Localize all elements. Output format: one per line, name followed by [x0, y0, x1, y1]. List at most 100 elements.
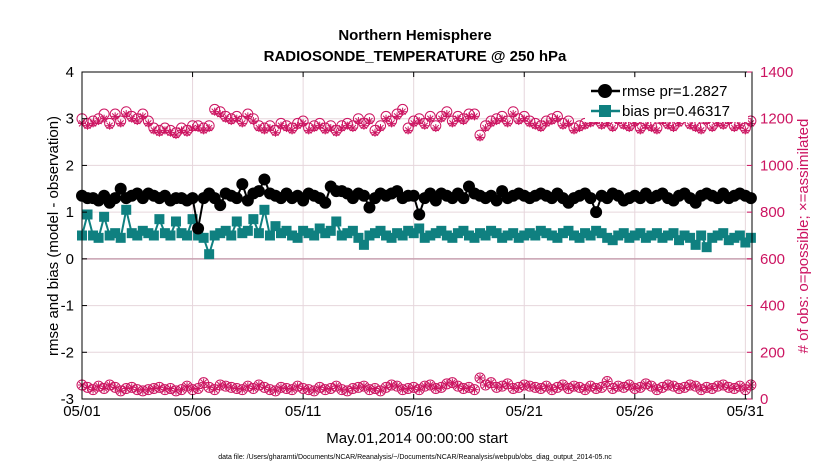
obs-assim-stroke-111-3 [692, 124, 699, 132]
bias-point-108 [674, 235, 685, 246]
obs-assim-stroke-98-3 [620, 122, 628, 130]
obs-assim-stroke-58-3 [399, 108, 406, 116]
obs-assim-stroke-69-3 [460, 117, 467, 125]
obs-possible-point-2-103 [645, 380, 657, 392]
obs-assimilated-point-23 [205, 124, 214, 133]
bias-point-74 [486, 225, 497, 236]
bias-point-32 [253, 228, 264, 239]
rmse-point-61 [413, 208, 426, 221]
y-left-tick-label-6: 3 [66, 111, 74, 128]
obs-low-assim-stroke-62-3 [421, 382, 429, 390]
rmse-point-93 [590, 206, 603, 219]
bias-point-34 [264, 230, 275, 241]
obs-assim-stroke-63-3 [426, 115, 434, 123]
bias-point-59 [403, 225, 414, 236]
obs-low-assim-stroke-35-3 [272, 387, 279, 395]
obs-low-assim-point-121 [746, 380, 755, 389]
bias-point-93 [591, 225, 602, 236]
obs-possible-point-2-84 [540, 380, 552, 392]
obs-assim-stroke-18-3 [178, 127, 185, 134]
rmse-point-28 [230, 192, 243, 205]
x-tick-label-3: 05/16 [395, 403, 433, 420]
obs-low-assim-stroke-72-3 [476, 374, 484, 382]
obs-assim-stroke-71-3 [471, 113, 478, 120]
obs-possible-point-2-42 [308, 385, 320, 397]
obs-assim-stroke-53-3 [371, 129, 379, 137]
obs-low-assim-point-19 [183, 382, 192, 391]
obs-assim-stroke-104-3 [653, 127, 661, 134]
obs-assim-stroke-16-3 [167, 129, 174, 137]
obs-possible-point-2-88 [562, 382, 574, 394]
obs-low-assim-stroke-101-3 [636, 383, 644, 391]
obs-low-assim-stroke-100-3 [631, 385, 639, 392]
bias-point-35 [270, 221, 281, 232]
obs-low-assim-point-42 [310, 386, 319, 395]
bias-point-10 [132, 230, 143, 241]
bias-point-46 [331, 216, 342, 227]
obs-low-assim-stroke-84-3 [543, 382, 550, 390]
rmse-point-21 [192, 222, 205, 235]
obs-assimilated-point-112 [697, 126, 706, 135]
obs-possible-point-2-105 [656, 381, 668, 393]
obs-assim-stroke-8-3 [122, 110, 130, 118]
obs-low-assim-stroke-39-3 [294, 382, 301, 390]
obs-assimilated-point-53 [370, 128, 379, 137]
obs-low-assim-stroke-43-3 [316, 383, 324, 391]
obs-assim-stroke-78-3 [509, 110, 517, 118]
obs-low-assim-stroke-87-3 [559, 381, 567, 389]
obs-assimilated-point-34 [265, 124, 274, 133]
obs-low-assim-stroke-19-3 [183, 382, 191, 390]
obs-low-assim-stroke-102-3 [642, 380, 650, 388]
legend-bias-label: bias pr=0.46317 [622, 103, 730, 120]
obs-low-assim-point-6 [111, 383, 120, 392]
obs-low-assim-stroke-1-3 [84, 383, 91, 391]
obs-assim-stroke-101-3 [636, 127, 644, 134]
obs-possible-point-2-118 [728, 382, 740, 394]
obs-assimilated-point-107 [669, 124, 678, 133]
obs-low-assim-point-2 [89, 385, 98, 394]
obs-assim-stroke-46-3 [332, 129, 340, 137]
y-right-tick-label-3: 600 [760, 251, 785, 268]
bias-point-50 [353, 232, 364, 243]
obs-possible-point-2-112 [695, 384, 707, 396]
obs-low-assim-stroke-95-3 [603, 378, 611, 385]
obs-possible-point-2-19 [181, 380, 193, 392]
bias-point-80 [519, 230, 530, 241]
obs-low-assim-point-20 [188, 385, 197, 394]
bias-point-70 [463, 230, 474, 241]
obs-assim-stroke-29-3 [238, 120, 246, 127]
obs-low-assim-stroke-90-3 [576, 383, 583, 391]
obs-assim-stroke-19-3 [183, 129, 191, 137]
y-axis-left: -3 -2 -1 0 1 2 3 4 [61, 64, 87, 408]
obs-possible-point-2-48 [341, 385, 353, 397]
obs-assim-stroke-119-3 [736, 122, 744, 130]
obs-possible-point-2-1 [82, 381, 94, 393]
bias-point-65 [436, 225, 447, 236]
obs-low-assim-stroke-20-3 [189, 386, 196, 394]
bias-point-8 [121, 204, 132, 215]
bias-point-30 [242, 225, 253, 236]
obs-assim-stroke-7-3 [117, 120, 125, 127]
obs-low-assim-stroke-30-3 [244, 382, 252, 390]
obs-assim-stroke-32-3 [255, 124, 263, 132]
bias-point-98 [618, 228, 629, 239]
obs-possible-point-2-46 [330, 380, 342, 392]
bias-point-87 [557, 228, 568, 239]
obs-low-assim-point-31 [249, 384, 258, 393]
bias-point-38 [287, 230, 298, 241]
obs-assim-stroke-110-3 [686, 122, 694, 130]
obs-low-assim-stroke-8-3 [122, 385, 130, 392]
bias-point-112 [696, 230, 707, 241]
obs-assim-stroke-34-3 [266, 124, 274, 132]
obs-assim-stroke-38-3 [288, 127, 296, 134]
obs-assimilated-point-65 [437, 114, 446, 123]
obs-assim-stroke-67-3 [449, 120, 456, 127]
obs-possible-point-2-61 [413, 384, 425, 396]
obs-possible-point-2-99 [623, 379, 635, 391]
y-axis-right: 0 200 400 600 800 1000 1200 1400 [747, 64, 793, 408]
obs-possible-point-2-29 [236, 384, 248, 396]
obs-low-assim-point-65 [437, 383, 446, 392]
obs-low-assim-point-103 [647, 382, 656, 391]
obs-assimilated-point-51 [359, 121, 368, 130]
obs-low-assim-point-29 [238, 385, 247, 394]
